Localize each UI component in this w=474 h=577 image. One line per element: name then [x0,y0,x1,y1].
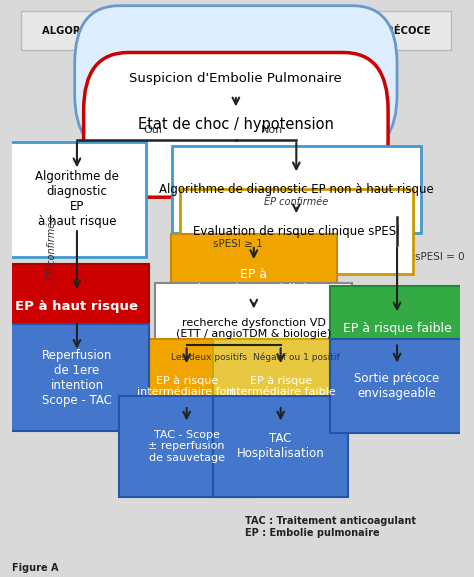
FancyBboxPatch shape [21,11,451,50]
FancyBboxPatch shape [155,283,352,374]
Text: Algorithme de
diagnostic
EP
à haut risque: Algorithme de diagnostic EP à haut risqu… [35,170,119,228]
Text: EP à risque
intermédiaire fort: EP à risque intermédiaire fort [137,375,236,397]
FancyBboxPatch shape [171,234,337,329]
FancyBboxPatch shape [180,189,413,273]
Text: Algorithme de diagnostic EP non à haut risque: Algorithme de diagnostic EP non à haut r… [159,183,434,196]
Text: EP confirmée: EP confirmée [47,216,57,280]
FancyBboxPatch shape [330,339,464,433]
Text: EP à
Risque intermédiaire: EP à Risque intermédiaire [189,268,319,295]
FancyBboxPatch shape [330,286,464,371]
Text: Les deux positifs: Les deux positifs [171,353,247,362]
Text: TAC - Scope
± reperfusion
de sauvetage: TAC - Scope ± reperfusion de sauvetage [148,430,225,463]
FancyBboxPatch shape [119,396,254,497]
FancyBboxPatch shape [75,6,397,152]
Text: Non: Non [261,125,283,134]
Text: EP : Embolie pulmonaire: EP : Embolie pulmonaire [245,527,380,538]
FancyBboxPatch shape [5,264,148,349]
Text: ALGORITHME DE L'EP ET EVALUATION DU RISQUE DE DÉCÈS PRÉCOCE: ALGORITHME DE L'EP ET EVALUATION DU RISQ… [42,24,430,35]
Text: Sortie précoce
envisageable: Sortie précoce envisageable [355,372,440,400]
Text: EP à haut risque: EP à haut risque [16,301,138,313]
Text: sPESI = 0: sPESI = 0 [415,252,465,262]
Text: Evaluation de risque clinique sPESI: Evaluation de risque clinique sPESI [193,224,400,238]
FancyBboxPatch shape [119,339,254,433]
Text: recherche dysfonction VD
(ETT / angioTDM & biologie): recherche dysfonction VD (ETT / angioTDM… [176,318,331,339]
Text: TAC : Traitement anticoagulant: TAC : Traitement anticoagulant [245,516,416,526]
Text: EP à risque faible: EP à risque faible [343,322,451,335]
FancyBboxPatch shape [213,396,348,497]
Text: sPESI ≥ 1: sPESI ≥ 1 [213,239,263,249]
FancyBboxPatch shape [213,339,348,433]
FancyBboxPatch shape [5,324,148,430]
Text: Négatif ou 1 positif: Négatif ou 1 positif [253,353,340,362]
Text: Suspicion d'Embolie Pulmonaire: Suspicion d'Embolie Pulmonaire [129,72,342,85]
Text: Reperfusion
de 1ere
intention
Scope - TAC: Reperfusion de 1ere intention Scope - TA… [42,349,112,407]
FancyBboxPatch shape [83,53,388,197]
Text: TAC
Hospitalisation: TAC Hospitalisation [237,432,325,460]
Text: Etat de choc / hypotension: Etat de choc / hypotension [138,117,334,132]
FancyBboxPatch shape [8,142,146,257]
Text: Oui: Oui [144,125,163,134]
Text: Figure A: Figure A [12,563,58,573]
Text: EP à risque
intermédiaire faible: EP à risque intermédiaire faible [226,375,336,397]
Text: EP confirmée: EP confirmée [264,197,328,207]
FancyBboxPatch shape [172,146,420,233]
